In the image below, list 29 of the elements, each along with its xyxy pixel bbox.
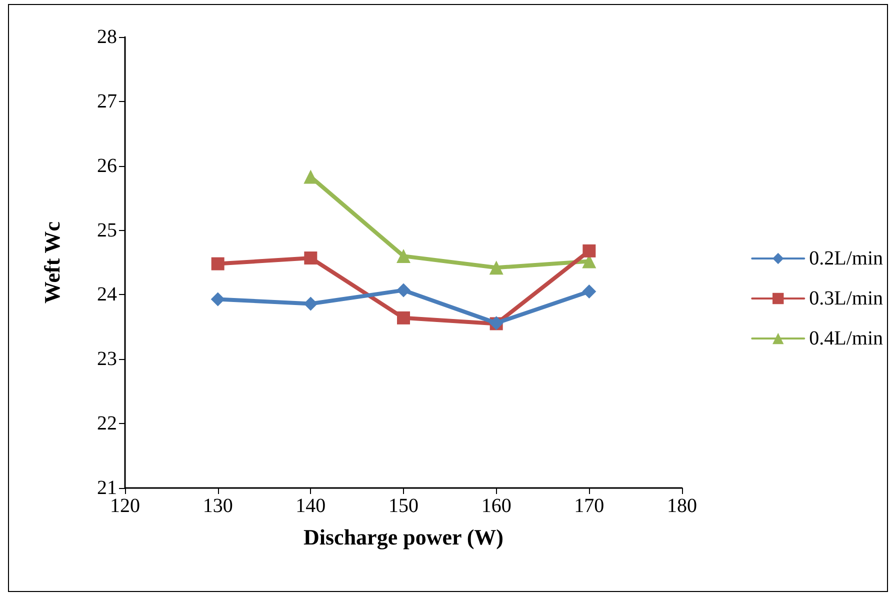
x-tick-label: 170 [574, 495, 604, 517]
y-tick-label: 26 [97, 154, 117, 177]
x-tick-label: 150 [388, 495, 418, 517]
point [304, 251, 318, 264]
point [396, 249, 410, 264]
point [582, 284, 596, 298]
point [304, 170, 318, 184]
point [582, 244, 596, 258]
point [397, 311, 410, 324]
y-tick-label: 23 [97, 348, 117, 370]
y-tick-label: 28 [97, 26, 117, 48]
y-tick-label: 25 [97, 219, 117, 242]
point [304, 296, 318, 311]
y-tick-label: 22 [97, 412, 117, 435]
point [396, 283, 410, 298]
legend-label: 0.4L/min [809, 328, 884, 350]
y-tick-label: 24 [97, 284, 117, 306]
legend-label: 0.3L/min [809, 288, 884, 310]
x-tick-label: 130 [202, 495, 233, 517]
point [211, 257, 224, 270]
x-tick-label: 180 [667, 495, 697, 517]
y-tick-label: 27 [97, 90, 117, 112]
x-tick-label: 160 [481, 495, 512, 517]
point [489, 260, 504, 275]
point [210, 292, 225, 306]
x-tick-label: 140 [296, 495, 326, 517]
y-axis-title: Weft Wc [40, 221, 64, 304]
legend-label: 0.2L/min [809, 248, 884, 270]
x-axis-title: Discharge power (W) [304, 524, 504, 550]
